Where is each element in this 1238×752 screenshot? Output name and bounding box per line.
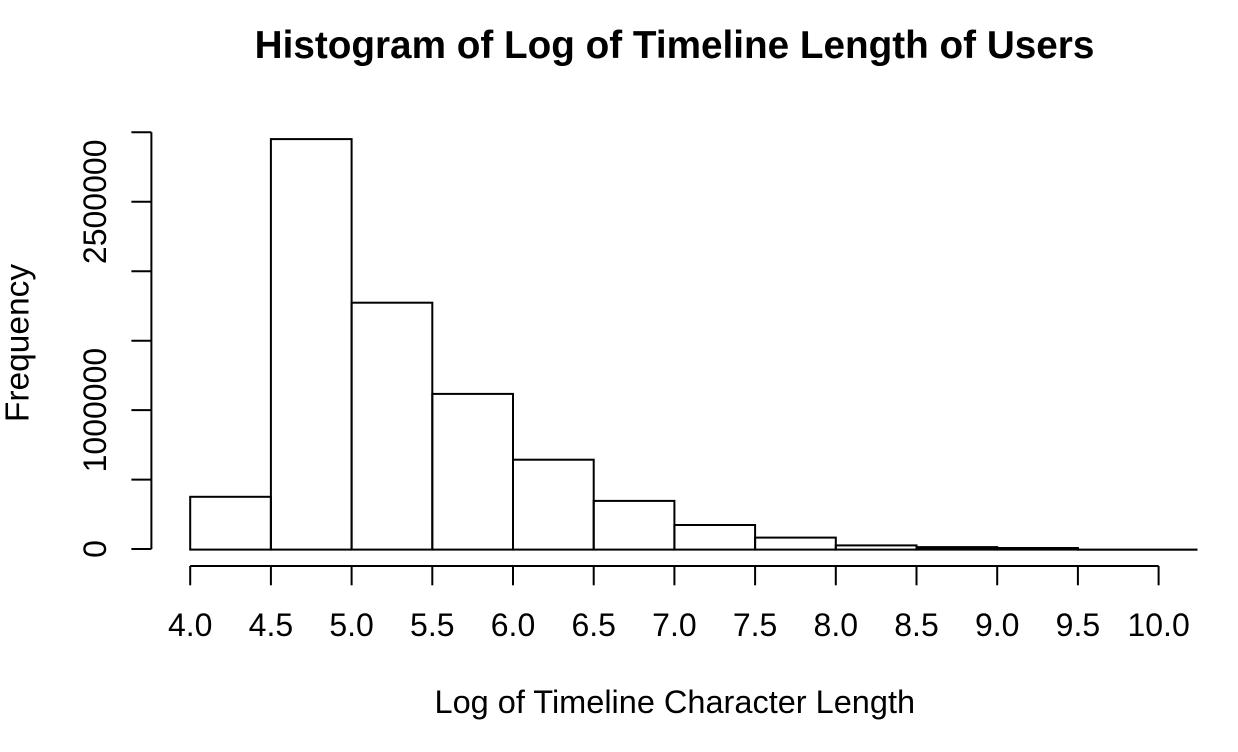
svg-text:0: 0 [77, 540, 113, 558]
svg-text:Log of Timeline Character Leng: Log of Timeline Character Length [435, 684, 916, 720]
svg-text:4.0: 4.0 [168, 607, 212, 643]
svg-text:10.0: 10.0 [1127, 607, 1189, 643]
svg-text:5.0: 5.0 [329, 607, 373, 643]
svg-text:8.0: 8.0 [814, 607, 858, 643]
svg-text:8.5: 8.5 [894, 607, 938, 643]
svg-text:Histogram of Log of Timeline L: Histogram of Log of Timeline Length of U… [255, 24, 1095, 67]
svg-text:6.5: 6.5 [571, 607, 615, 643]
svg-text:1000000: 1000000 [77, 348, 113, 473]
svg-text:7.0: 7.0 [652, 607, 696, 643]
svg-text:7.5: 7.5 [733, 607, 777, 643]
svg-text:2500000: 2500000 [77, 140, 113, 265]
svg-text:9.5: 9.5 [1056, 607, 1100, 643]
svg-text:9.0: 9.0 [975, 607, 1019, 643]
svg-text:6.0: 6.0 [491, 607, 535, 643]
svg-text:Frequency: Frequency [0, 264, 36, 423]
svg-text:4.5: 4.5 [249, 607, 293, 643]
svg-text:5.5: 5.5 [410, 607, 454, 643]
